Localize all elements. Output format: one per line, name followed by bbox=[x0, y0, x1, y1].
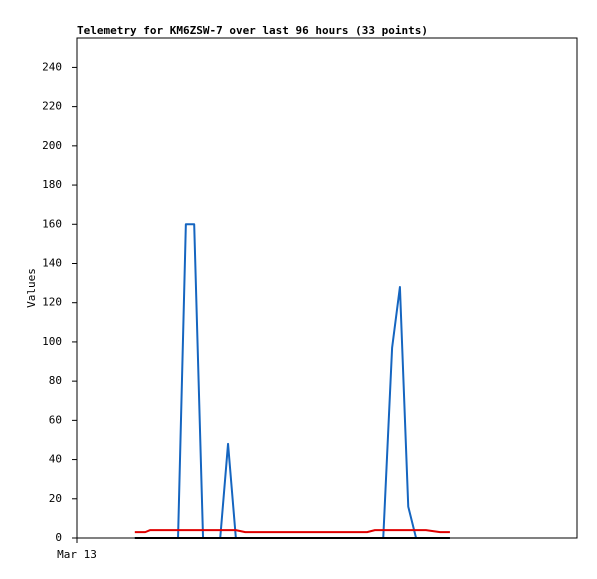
y-tick-label: 100 bbox=[42, 335, 62, 348]
y-tick-label: 60 bbox=[49, 413, 62, 426]
y-tick-label: 140 bbox=[42, 256, 62, 269]
y-tick-label: 180 bbox=[42, 178, 62, 191]
x-tick-label: Mar 13 bbox=[57, 548, 97, 561]
y-tick-label: 20 bbox=[49, 492, 62, 505]
y-tick-label: 200 bbox=[42, 139, 62, 152]
y-tick-label: 40 bbox=[49, 453, 62, 466]
y-tick-label: 220 bbox=[42, 100, 62, 113]
plot-frame bbox=[76, 37, 578, 539]
y-tick-label: 80 bbox=[49, 374, 62, 387]
y-tick-label: 160 bbox=[42, 217, 62, 230]
chart-title: Telemetry for KM6ZSW-7 over last 96 hour… bbox=[77, 24, 428, 37]
y-tick-label: 240 bbox=[42, 60, 62, 73]
series-line bbox=[134, 529, 450, 534]
y-tick-label: 0 bbox=[55, 531, 62, 544]
y-axis-label: Values bbox=[25, 268, 38, 308]
series-line bbox=[134, 223, 450, 539]
y-tick-label: 120 bbox=[42, 296, 62, 309]
